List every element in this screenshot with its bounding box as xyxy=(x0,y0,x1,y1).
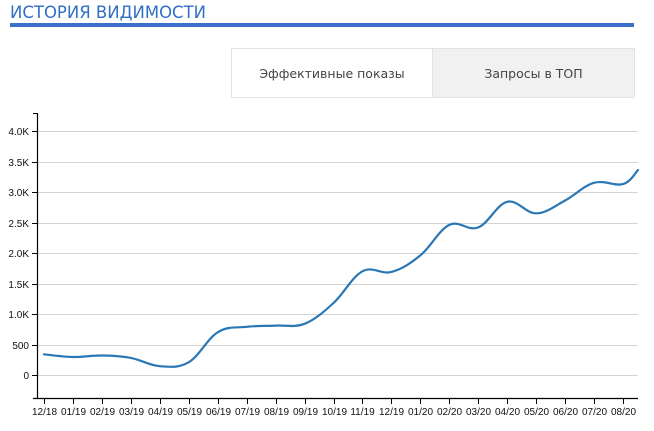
x-tick-label: 12/19 xyxy=(379,407,404,418)
page-title: ИСТОРИЯ ВИДИМОСТИ xyxy=(10,3,206,22)
y-tick-label: 4.0K xyxy=(8,127,29,138)
series-line-effective-impressions xyxy=(42,168,640,368)
x-tick-label: 05/20 xyxy=(524,407,549,418)
y-tick-label: 3.5K xyxy=(8,158,29,169)
x-tick-label: 06/19 xyxy=(206,407,231,418)
x-tick-label: 01/20 xyxy=(408,407,433,418)
x-tick-label: 02/20 xyxy=(437,407,462,418)
x-tick-label: 09/19 xyxy=(293,407,318,418)
x-tick-label: 02/19 xyxy=(90,407,115,418)
y-tick-label: 0 xyxy=(23,371,29,382)
y-tick-label: 500 xyxy=(12,341,29,352)
y-tick-label: 2.0K xyxy=(8,249,29,260)
x-axis: 12/18 01/19 02/19 03/19 04/19 05/19 06/19 07/19… xyxy=(32,397,638,418)
x-tick-label: 08/20 xyxy=(611,407,636,418)
y-tick-label: 1.0K xyxy=(8,310,29,321)
title-underline xyxy=(10,23,634,27)
x-tick-label: 03/19 xyxy=(119,407,144,418)
y-axis: 0 500 1.0K 1.5K 2.0K 2.5K 3.0K 3.5K 4.0K xyxy=(8,113,39,399)
tab-top-queries[interactable]: Запросы в ТОП xyxy=(433,49,634,97)
x-tick-label: 06/20 xyxy=(553,407,578,418)
x-tick-label: 08/19 xyxy=(264,407,289,418)
grid-lines xyxy=(37,131,638,376)
x-tick-label: 11/19 xyxy=(350,407,375,418)
x-tick-label: 07/19 xyxy=(235,407,260,418)
tab-effective-impressions[interactable]: Эффективные показы xyxy=(232,49,433,97)
x-tick-label: 10/19 xyxy=(322,407,347,418)
y-tick-label: 2.5K xyxy=(8,219,29,230)
x-tick-label: 04/19 xyxy=(148,407,173,418)
y-tick-label: 3.0K xyxy=(8,188,29,199)
x-tick-label: 04/20 xyxy=(495,407,520,418)
x-tick-label: 05/19 xyxy=(177,407,202,418)
x-tick-label: 01/19 xyxy=(61,407,86,418)
y-tick-label: 1.5K xyxy=(8,280,29,291)
x-tick-label: 12/18 xyxy=(32,407,57,418)
x-tick-label: 03/20 xyxy=(466,407,491,418)
x-tick-label: 07/20 xyxy=(582,407,607,418)
chart-tabs: Эффективные показы Запросы в ТОП xyxy=(231,48,635,98)
